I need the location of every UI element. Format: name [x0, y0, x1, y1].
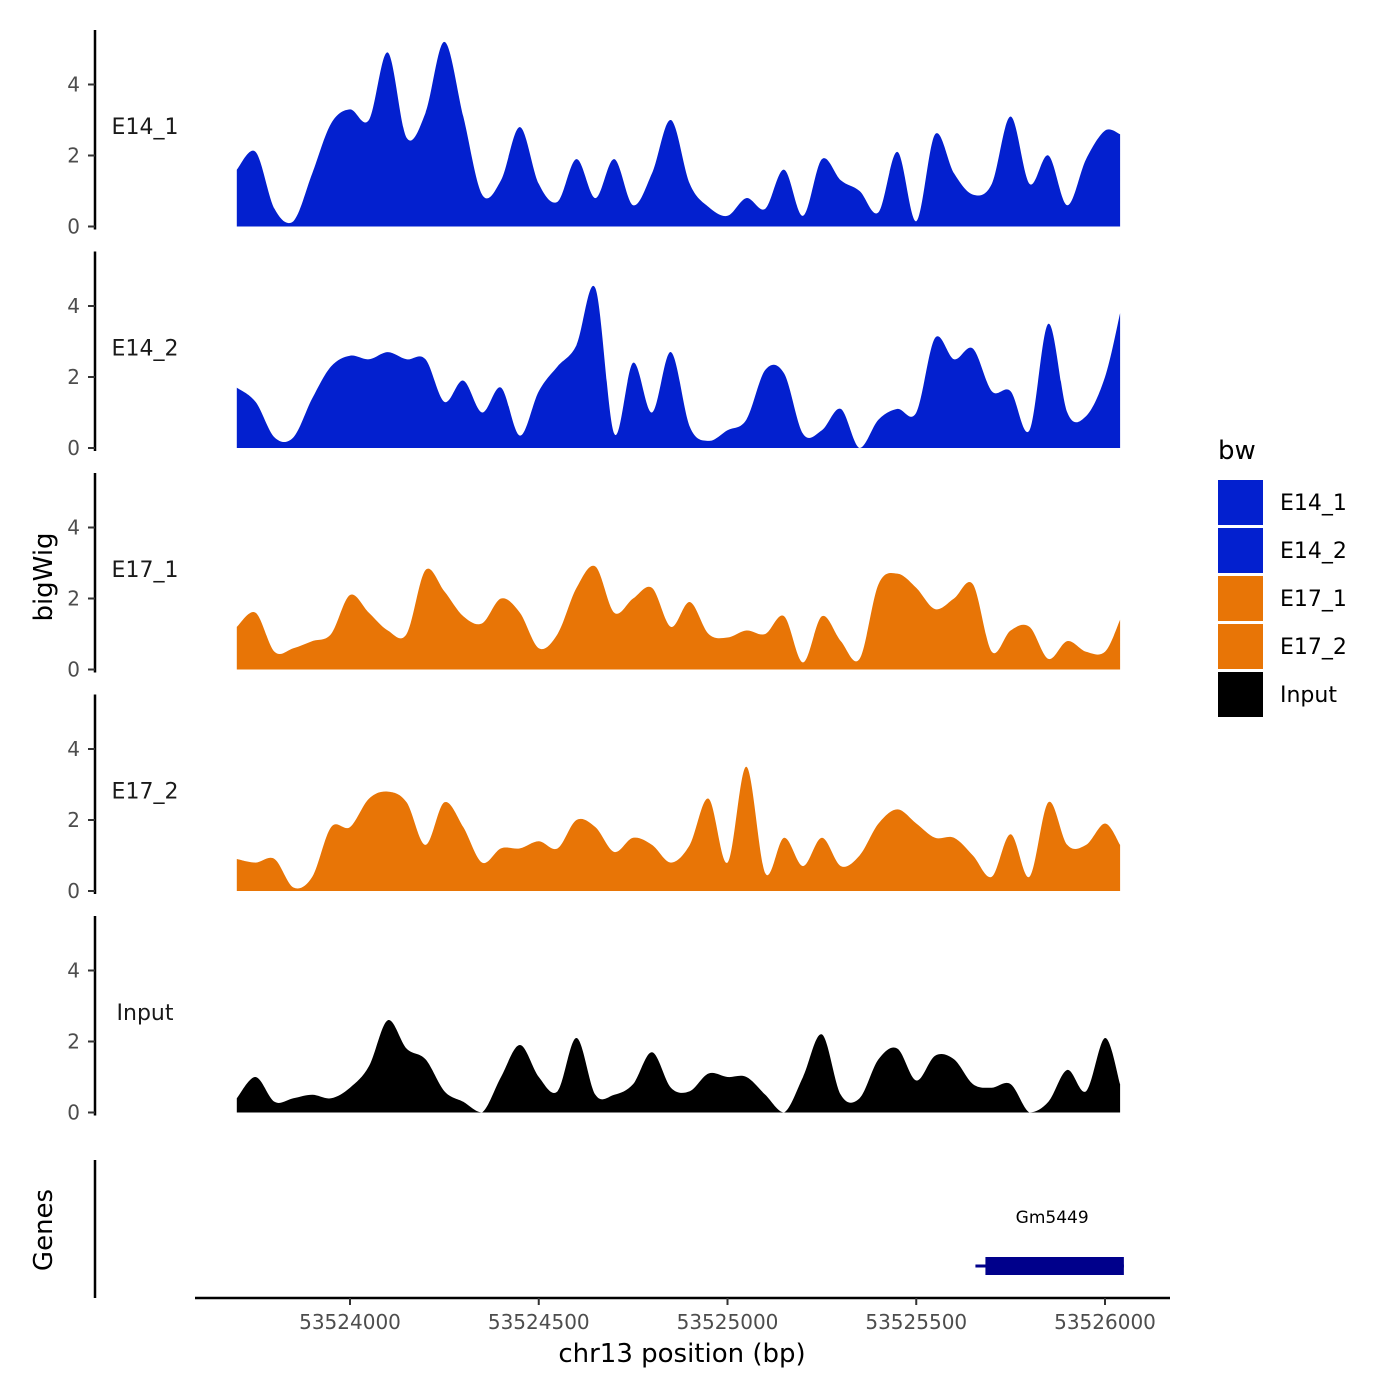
x-tick-label-53526000: 53526000 — [1054, 1310, 1156, 1334]
y-tick-label-e17-1-0: 0 — [67, 658, 80, 682]
y-tick-label-input-2: 2 — [67, 1030, 80, 1054]
legend-key-e14-1 — [1218, 480, 1263, 525]
x-axis: chr13 position (bp) 53524000 53524500 5352… — [195, 1296, 1170, 1369]
legend-label-e14-1: E14_1 — [1280, 491, 1347, 516]
track-input: 0 2 4 Input — [67, 916, 1121, 1125]
track-label-e14-2: E14_2 — [112, 337, 179, 362]
y-tick-label-e17-2-0: 0 — [67, 879, 80, 903]
area-e17-2 — [236, 766, 1121, 891]
x-tick-label-53524500: 53524500 — [488, 1310, 590, 1334]
y-tick-label-input-4: 4 — [67, 959, 80, 983]
legend-title: bw — [1218, 436, 1256, 466]
y-tick-label-e14-1-0: 0 — [67, 215, 80, 239]
y-tick-label-e17-1-4: 4 — [67, 516, 80, 540]
legend-key-input — [1218, 672, 1263, 717]
track-e14-2: 0 2 4 E14_2 — [67, 251, 1121, 460]
genes-label: Genes — [29, 1189, 59, 1271]
gene-body-gm5449 — [985, 1257, 1124, 1275]
track-e17-1: 0 2 4 E17_1 — [67, 473, 1121, 682]
track-label-e14-1: E14_1 — [112, 115, 179, 140]
track-label-input: Input — [117, 1001, 174, 1026]
track-e17-2: 0 2 4 E17_2 — [67, 694, 1121, 903]
legend-key-e17-1 — [1218, 576, 1263, 621]
bigwig-tracks: 0 2 4 E14_1 0 2 4 E14_2 0 2 4 E17_1 0 2 4 E17_2 0 2 4 Input — [67, 30, 1121, 1125]
y-tick-label-input-0: 0 — [67, 1101, 80, 1125]
legend: bw E14_1 E14_2 E17_1 E17_2 Input — [1218, 436, 1347, 717]
track-label-e17-2: E17_2 — [112, 780, 179, 805]
area-e14-2 — [236, 285, 1121, 448]
legend-key-e17-2 — [1218, 624, 1263, 669]
y-tick-label-e14-2-0: 0 — [67, 436, 80, 460]
x-axis-title: chr13 position (bp) — [558, 1339, 805, 1369]
area-e14-1 — [236, 41, 1121, 227]
y-tick-label-e14-1-4: 4 — [67, 73, 80, 97]
track-label-e17-1: E17_1 — [112, 558, 179, 583]
legend-label-e17-1: E17_1 — [1280, 587, 1347, 612]
track-e14-1: 0 2 4 E14_1 — [67, 30, 1121, 239]
x-tick-label-53524000: 53524000 — [299, 1310, 401, 1334]
x-tick-label-53525500: 53525500 — [865, 1310, 967, 1334]
legend-key-e14-2 — [1218, 528, 1263, 573]
y-tick-label-e17-2-2: 2 — [67, 808, 80, 832]
genes-track: Genes Gm5449 — [29, 1160, 1124, 1298]
legend-label-e14-2: E14_2 — [1280, 539, 1347, 564]
y-tick-label-e17-2-4: 4 — [67, 737, 80, 761]
gene-label-gm5449: Gm5449 — [1016, 1208, 1089, 1228]
area-input — [236, 1019, 1121, 1113]
area-e17-1 — [236, 565, 1121, 670]
x-tick-label-53525000: 53525000 — [677, 1310, 779, 1334]
legend-label-input: Input — [1280, 683, 1337, 708]
y-tick-label-e14-2-4: 4 — [67, 294, 80, 318]
y-tick-label-e17-1-2: 2 — [67, 587, 80, 611]
legend-label-e17-2: E17_2 — [1280, 635, 1347, 660]
y-tick-label-e14-2-2: 2 — [67, 365, 80, 389]
y-axis-title: bigWig — [29, 532, 59, 621]
y-tick-label-e14-1-2: 2 — [67, 144, 80, 168]
